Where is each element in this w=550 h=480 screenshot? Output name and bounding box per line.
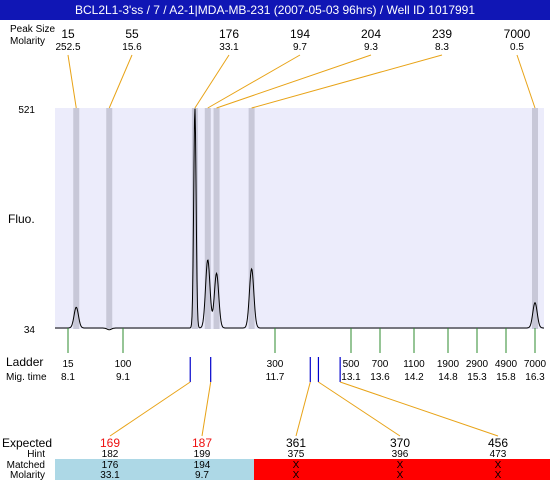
ladder-size-label: 7000 xyxy=(524,359,547,370)
expected-markers xyxy=(109,357,499,437)
peak-band xyxy=(213,108,220,329)
peak-connector xyxy=(67,54,77,109)
hint-value: 199 xyxy=(194,449,211,460)
ladder-mig-time-label: 13.6 xyxy=(370,372,390,383)
peak-size-label: 204 xyxy=(361,27,381,41)
matched-molarity-value: X xyxy=(293,470,300,480)
ladder-size-label: 15 xyxy=(62,359,74,370)
peak-molarity-label: 8.3 xyxy=(435,42,449,53)
ladder-mig-time-label: 9.1 xyxy=(116,372,130,383)
matched-row-bg xyxy=(55,459,254,480)
matched-value: 176 xyxy=(102,460,119,471)
peak-connector xyxy=(251,54,443,109)
expected-value: 361 xyxy=(286,436,306,450)
peak-size-label: 239 xyxy=(432,27,452,41)
y-tick-bottom: 34 xyxy=(24,325,36,336)
ladder-size-label: 700 xyxy=(372,359,389,370)
ladder-label: Ladder xyxy=(6,355,43,369)
peak-size-label: 7000 xyxy=(504,27,531,41)
expected-value: 370 xyxy=(390,436,410,450)
peak-molarity-label: 0.5 xyxy=(510,42,524,53)
hint-value: 396 xyxy=(392,449,409,460)
matched-value: X xyxy=(495,460,502,471)
peak-band xyxy=(191,108,198,329)
ladder-size-label: 1100 xyxy=(403,359,425,370)
ladder-size-label: 2900 xyxy=(466,359,489,370)
ladder-size-label: 4900 xyxy=(495,359,518,370)
ladder-size-label: 1900 xyxy=(437,359,460,370)
ladder-mig-time-label: 16.3 xyxy=(525,372,545,383)
peak-band xyxy=(532,108,538,329)
expected-connector xyxy=(295,381,311,437)
expected-connector xyxy=(201,381,212,437)
y-axis-label: Fluo. xyxy=(8,212,35,226)
peak-band xyxy=(106,108,113,329)
expected-connector xyxy=(318,381,401,437)
expected-connector xyxy=(339,381,499,437)
hint-value: 375 xyxy=(288,449,305,460)
plot-area xyxy=(55,108,544,329)
peak-size-label: 55 xyxy=(125,27,139,41)
expected-row-label: Expected xyxy=(2,436,52,450)
matched-value: X xyxy=(293,460,300,471)
peak-connector xyxy=(207,54,301,109)
matched-row-label: Matched xyxy=(7,460,45,471)
peak-band xyxy=(204,108,211,329)
peak-molarity-label: 9.3 xyxy=(364,42,378,53)
ladder-size-label: 100 xyxy=(115,359,132,370)
expected-value: 456 xyxy=(488,436,508,450)
fluorescence-trace xyxy=(55,108,544,331)
peak-size-label: 15 xyxy=(61,27,75,41)
matched-molarity-value: X xyxy=(495,470,502,480)
ladder-mig-time-label: 15.8 xyxy=(496,372,516,383)
peak-size-label: 176 xyxy=(219,27,239,41)
ladder-mig-time-label: 13.1 xyxy=(341,372,361,383)
y-tick-top: 521 xyxy=(18,105,35,116)
peak-bands xyxy=(73,108,538,329)
ladder-mig-time-label: 14.2 xyxy=(404,372,424,383)
ladder-size-label: 300 xyxy=(267,359,284,370)
peak-molarity-label: 15.6 xyxy=(122,42,142,53)
ladder-scale: 15 8.1 100 9.1 300 11.7 500 13.1 700 13.6 1100 14.2… xyxy=(61,328,547,383)
matched-value: X xyxy=(397,460,404,471)
peak-connector xyxy=(194,54,230,109)
unmatched-row-bg xyxy=(254,459,550,480)
peak-band xyxy=(73,108,80,329)
matched-value: 194 xyxy=(194,460,211,471)
matched-molarity-value: 33.1 xyxy=(100,470,120,480)
matched-molarity-value: X xyxy=(397,470,404,480)
peak-size-row-label: Peak Size xyxy=(10,24,55,35)
ladder-mig-time-label: 8.1 xyxy=(61,372,75,383)
hint-row-label: Hint xyxy=(27,449,45,460)
ladder-mig-time-label: 15.3 xyxy=(467,372,487,383)
hint-value: 182 xyxy=(102,449,119,460)
expected-value: 187 xyxy=(192,436,212,450)
peak-molarity-label: 33.1 xyxy=(219,42,239,53)
ladder-size-label: 500 xyxy=(343,359,360,370)
chart-title: BCL2L1-3'ss / 7 / A2-1|MDA-MB-231 (2007-… xyxy=(0,0,550,20)
mig-time-label: Mig. time xyxy=(6,372,47,383)
peak-connector xyxy=(108,54,133,109)
hint-value: 473 xyxy=(490,449,507,460)
peak-molarity-label: 252.5 xyxy=(55,42,80,53)
molarity-row-label: Molarity xyxy=(10,36,45,47)
table-backgrounds xyxy=(55,459,550,480)
ladder-mig-time-label: 14.8 xyxy=(438,372,458,383)
molarity-table-label: Molarity xyxy=(10,470,45,480)
peak-size-label: 194 xyxy=(290,27,310,41)
peak-connector xyxy=(216,54,372,109)
peak-molarity-label: 9.7 xyxy=(293,42,307,53)
peak-band xyxy=(248,108,255,329)
matched-molarity-value: 9.7 xyxy=(195,470,209,480)
ladder-mig-time-label: 11.7 xyxy=(266,372,285,383)
expected-connector xyxy=(109,381,191,437)
peak-connectors xyxy=(67,54,536,109)
expected-value: 169 xyxy=(100,436,120,450)
peak-connector xyxy=(516,54,536,109)
expected-table: 16918217633.11871991949.7361375XX370396X… xyxy=(100,436,508,480)
